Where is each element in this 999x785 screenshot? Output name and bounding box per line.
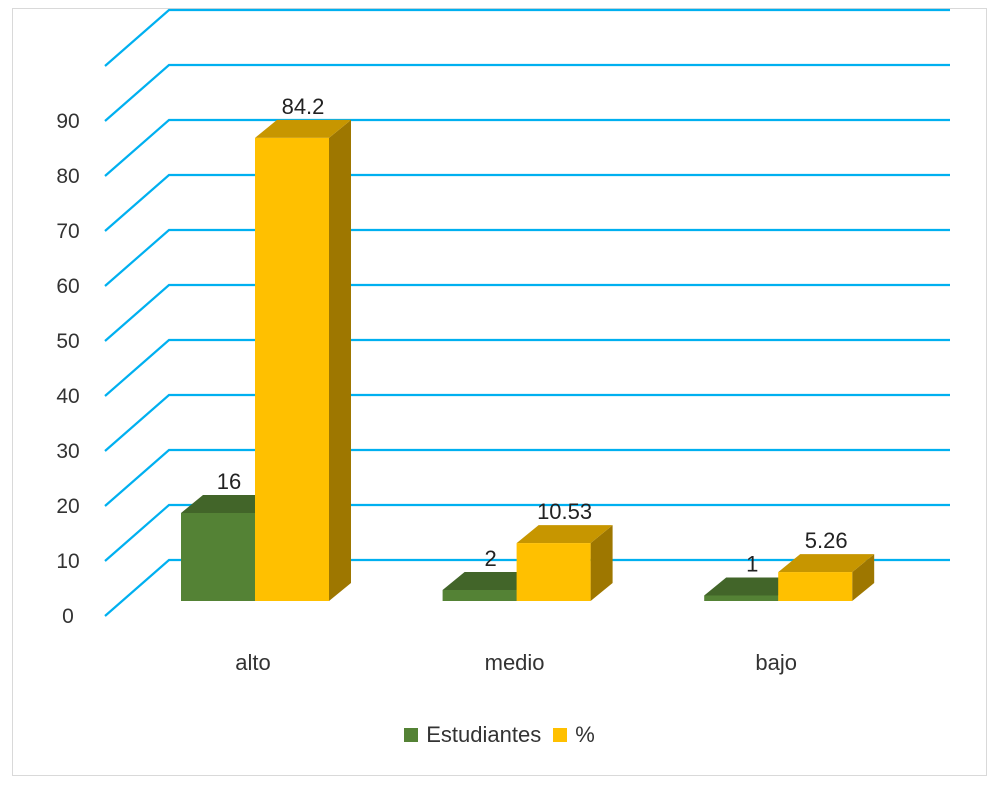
y-tick-label: 10 [56, 550, 79, 573]
gridline-80 [104, 118, 950, 177]
legend: Estudiantes% [0, 722, 999, 748]
data-labels-layer: 16 84.2 2 10.53 1 5.26 [217, 94, 848, 577]
legend-item: Estudiantes [404, 722, 541, 748]
x-category-label-bajo: bajo [755, 650, 797, 675]
gridline-10 [104, 503, 950, 562]
gridline-100 [104, 8, 950, 67]
bar-medio-percent [516, 525, 613, 601]
bar-bajo-percent [778, 554, 875, 601]
x-axis-categories: alto medio bajo [235, 650, 797, 675]
y-tick-label: 60 [56, 275, 79, 298]
y-tick-label: 20 [56, 495, 79, 518]
y-tick-label: 0 [62, 605, 74, 628]
data-label-alto-estudiantes: 16 [217, 469, 241, 494]
legend-label: Estudiantes [426, 722, 542, 747]
y-axis-ticks: 0 10 20 30 40 50 60 70 80 90 [56, 110, 79, 628]
y-tick-label: 30 [56, 440, 79, 463]
legend-swatch [553, 728, 568, 742]
gridline-30 [104, 393, 950, 452]
data-label-alto-percent: 84.2 [282, 94, 325, 119]
data-label-bajo-estudiantes: 1 [746, 552, 758, 577]
y-tick-label: 80 [56, 165, 79, 188]
legend-swatch [404, 728, 419, 742]
grid-layer [104, 8, 950, 617]
bars-layer [181, 119, 875, 602]
y-tick-label: 90 [56, 110, 79, 133]
y-tick-label: 40 [56, 385, 79, 408]
gridline-0 [104, 558, 950, 617]
data-label-medio-percent: 10.53 [537, 499, 592, 524]
gridline-50 [104, 283, 950, 342]
y-tick-label: 70 [56, 220, 79, 243]
legend-item: % [553, 722, 595, 748]
gridline-20 [104, 448, 950, 507]
data-label-medio-estudiantes: 2 [484, 546, 496, 571]
x-category-label-medio: medio [485, 650, 545, 675]
x-category-label-alto: alto [235, 650, 270, 675]
chart-frame [12, 8, 987, 776]
data-label-bajo-percent: 5.26 [805, 528, 848, 553]
legend-label: % [575, 722, 595, 747]
gridline-40 [104, 338, 950, 397]
gridline-70 [104, 173, 950, 232]
y-tick-label: 50 [56, 330, 79, 353]
gridline-90 [104, 63, 950, 122]
bar-alto-percent [255, 119, 351, 602]
gridline-60 [104, 228, 950, 287]
